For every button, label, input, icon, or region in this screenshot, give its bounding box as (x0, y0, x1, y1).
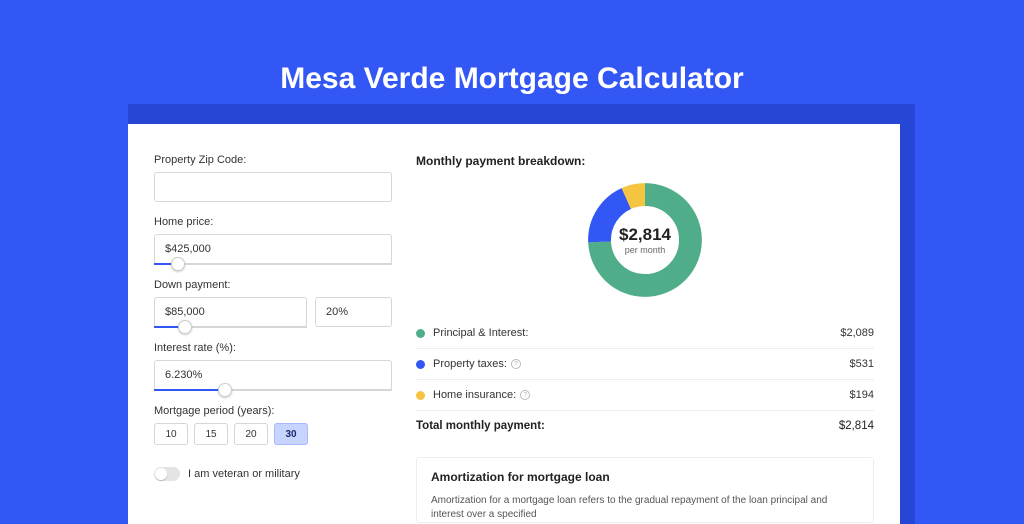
veteran-label: I am veteran or military (188, 468, 300, 480)
legend-label: Principal & Interest: (433, 327, 840, 339)
home-price-slider-thumb[interactable] (171, 257, 185, 271)
zip-field: Property Zip Code: (154, 154, 406, 202)
info-icon[interactable]: ? (520, 390, 530, 400)
legend-dot-icon (416, 329, 425, 338)
interest-rate-label: Interest rate (%): (154, 342, 406, 354)
amortization-text: Amortization for a mortgage loan refers … (431, 494, 859, 522)
legend-row: Property taxes:?$531 (416, 348, 874, 379)
amortization-title: Amortization for mortgage loan (431, 470, 859, 484)
home-price-field: Home price: (154, 216, 406, 265)
legend-dot-icon (416, 391, 425, 400)
page-title: Mesa Verde Mortgage Calculator (0, 0, 1024, 96)
period-option-20[interactable]: 20 (234, 423, 268, 445)
breakdown-title: Monthly payment breakdown: (416, 154, 874, 168)
donut-sub: per month (625, 245, 666, 255)
veteran-toggle-row: I am veteran or military (154, 467, 406, 481)
down-payment-slider[interactable] (154, 326, 307, 328)
zip-input[interactable] (154, 172, 392, 202)
interest-rate-slider-thumb[interactable] (218, 383, 232, 397)
interest-rate-field: Interest rate (%): (154, 342, 406, 391)
veteran-toggle[interactable] (154, 467, 180, 481)
calculator-card: Property Zip Code: Home price: Down paym… (128, 124, 900, 524)
legend-row: Principal & Interest:$2,089 (416, 318, 874, 348)
period-option-10[interactable]: 10 (154, 423, 188, 445)
donut-center: $2,814 per month (585, 180, 705, 300)
period-label: Mortgage period (years): (154, 405, 406, 417)
total-amount: $2,814 (839, 420, 874, 432)
legend-label: Property taxes:? (433, 358, 850, 370)
down-payment-pct-input[interactable] (315, 297, 392, 327)
legend-dot-icon (416, 360, 425, 369)
home-price-input[interactable] (154, 234, 392, 264)
info-icon[interactable]: ? (511, 359, 521, 369)
legend-amount: $2,089 (840, 327, 874, 339)
donut-value: $2,814 (619, 225, 671, 245)
home-price-label: Home price: (154, 216, 406, 228)
total-label: Total monthly payment: (416, 420, 839, 432)
zip-label: Property Zip Code: (154, 154, 406, 166)
period-option-30[interactable]: 30 (274, 423, 308, 445)
down-payment-amount-input[interactable] (154, 297, 307, 327)
donut-chart-wrap: $2,814 per month (416, 180, 874, 300)
form-column: Property Zip Code: Home price: Down paym… (128, 124, 406, 524)
legend-amount: $531 (850, 358, 874, 370)
interest-rate-input[interactable] (154, 360, 392, 390)
down-payment-slider-thumb[interactable] (178, 320, 192, 334)
donut-chart: $2,814 per month (585, 180, 705, 300)
home-price-slider[interactable] (154, 263, 392, 265)
legend-amount: $194 (850, 389, 874, 401)
down-payment-label: Down payment: (154, 279, 406, 291)
period-field: Mortgage period (years): 10 15 20 30 (154, 405, 406, 445)
veteran-toggle-knob (155, 468, 167, 480)
interest-rate-slider[interactable] (154, 389, 392, 391)
down-payment-field: Down payment: (154, 279, 406, 328)
legend-label: Home insurance:? (433, 389, 850, 401)
period-option-15[interactable]: 15 (194, 423, 228, 445)
amortization-box: Amortization for mortgage loan Amortizat… (416, 457, 874, 523)
breakdown-column: Monthly payment breakdown: $2,814 per mo… (406, 124, 900, 524)
total-row: Total monthly payment: $2,814 (416, 410, 874, 441)
legend-row: Home insurance:?$194 (416, 379, 874, 410)
